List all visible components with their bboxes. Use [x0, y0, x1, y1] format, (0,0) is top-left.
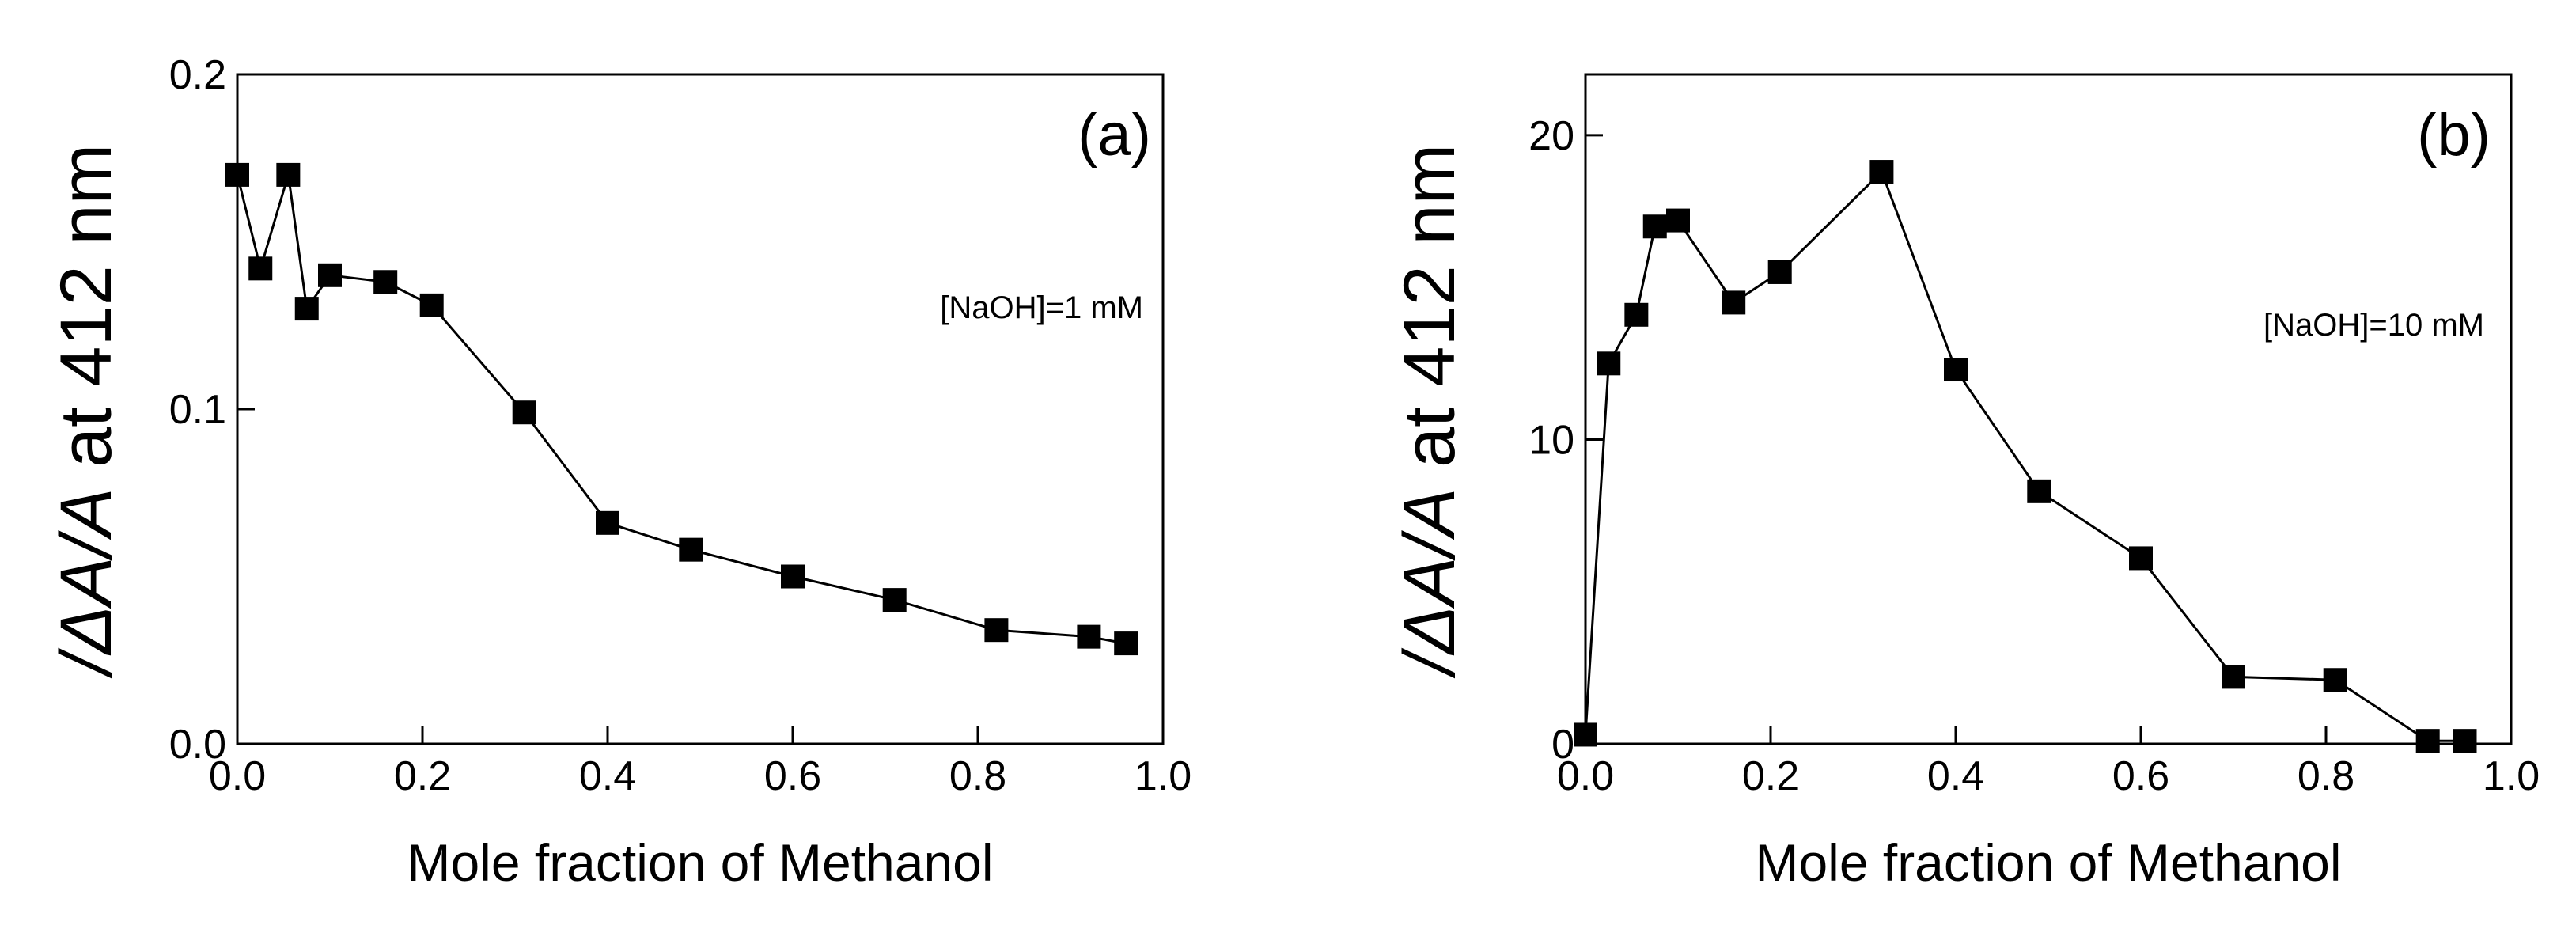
y-title-a2: A [1389, 488, 1470, 540]
y-title-a2: A [46, 488, 127, 540]
data-point [276, 162, 301, 187]
data-point [512, 400, 536, 425]
series-line [236, 174, 1127, 645]
data-point [248, 256, 273, 281]
data-point [1077, 624, 1101, 649]
y-tick-label: 20 [1529, 113, 1574, 159]
data-point [596, 510, 619, 535]
data-point [2129, 546, 2153, 571]
tick-group: 0.0 0.2 0.4 0.6 0.8 1.0 0.0 0.1 0.2 [169, 52, 1191, 799]
x-tick-label: 0.0 [209, 753, 266, 799]
panel-a: 0.0 0.2 0.4 0.6 0.8 1.0 0.0 0.1 0.2 (a) [NaOH]=1… [46, 52, 1191, 892]
data-point [1114, 631, 1138, 656]
x-tick-label: 0.2 [394, 753, 451, 799]
y-title-a: A [1389, 556, 1470, 609]
plot-frame [236, 73, 1165, 745]
x-tick-label: 1.0 [1135, 753, 1191, 799]
y-title-delta: Δ [1389, 605, 1470, 656]
y-title-a: A [46, 556, 127, 609]
x-tick-label: 0.2 [1742, 753, 1799, 799]
y-axis-title: /ΔA/A at 412 nm [1389, 144, 1470, 679]
naoh-annotation: [NaOH]=10 mM [2263, 308, 2484, 343]
data-point [1642, 214, 1667, 239]
y-title-rest: at 412 nm [46, 144, 127, 488]
x-tick-label: 0.8 [949, 753, 1006, 799]
data-point [984, 618, 1009, 643]
data-point [882, 588, 907, 612]
data-point [781, 564, 805, 589]
data-point [318, 263, 342, 287]
data-point [1597, 351, 1621, 376]
x-axis-title: Mole fraction of Methanol [407, 833, 993, 892]
naoh-annotation: [NaOH]=1 mM [940, 290, 1143, 325]
data-point [2415, 729, 2440, 753]
data-point [679, 537, 703, 562]
data-point [2323, 668, 2347, 692]
data-point [2453, 729, 2477, 753]
x-tick-label: 0.6 [764, 753, 821, 799]
y-title-delta: Δ [46, 605, 127, 656]
x-tick-label: 0.0 [1557, 753, 1614, 799]
data-point [419, 293, 444, 317]
panel-b: 0.0 0.2 0.4 0.6 0.8 1.0 0 10 20 (b) [NaOH]=10 mM… [1389, 73, 2540, 892]
y-axis-title: /ΔA/A at 412 nm [46, 144, 127, 679]
data-point [1722, 290, 1746, 315]
x-tick-label: 1.0 [2483, 753, 2540, 799]
data-point [1574, 722, 1597, 747]
data-point [2222, 665, 2245, 689]
y-tick-label: 10 [1529, 417, 1574, 463]
x-tick-label: 0.4 [579, 753, 636, 799]
panel-label: (a) [1078, 101, 1151, 169]
data-point [1869, 160, 1894, 184]
x-tick-label: 0.4 [1927, 753, 1984, 799]
panel-label: (b) [2417, 101, 2491, 169]
data-point [373, 270, 398, 294]
data-point [1944, 358, 1968, 382]
data-point [2027, 479, 2051, 503]
y-title-rest: at 412 nm [1389, 144, 1470, 488]
data-point [1666, 208, 1690, 233]
data-point [294, 297, 319, 321]
plot-frame [1584, 73, 2513, 745]
x-axis-title: Mole fraction of Methanol [1755, 833, 2341, 892]
x-tick-label: 0.8 [2298, 753, 2354, 799]
y-tick-label: 0.1 [169, 387, 226, 433]
y-tick-label: 0 [1551, 722, 1574, 768]
series-group [1574, 160, 2477, 753]
series-group [225, 162, 1138, 656]
y-tick-label: 0.2 [169, 52, 226, 98]
series-line [1584, 169, 2465, 742]
data-point [225, 162, 249, 187]
tick-group: 0.0 0.2 0.4 0.6 0.8 1.0 0 10 20 [1529, 113, 2540, 799]
data-point [1624, 302, 1649, 327]
data-point [1767, 260, 1792, 284]
x-tick-label: 0.6 [2112, 753, 2169, 799]
y-tick-label: 0.0 [169, 722, 226, 768]
